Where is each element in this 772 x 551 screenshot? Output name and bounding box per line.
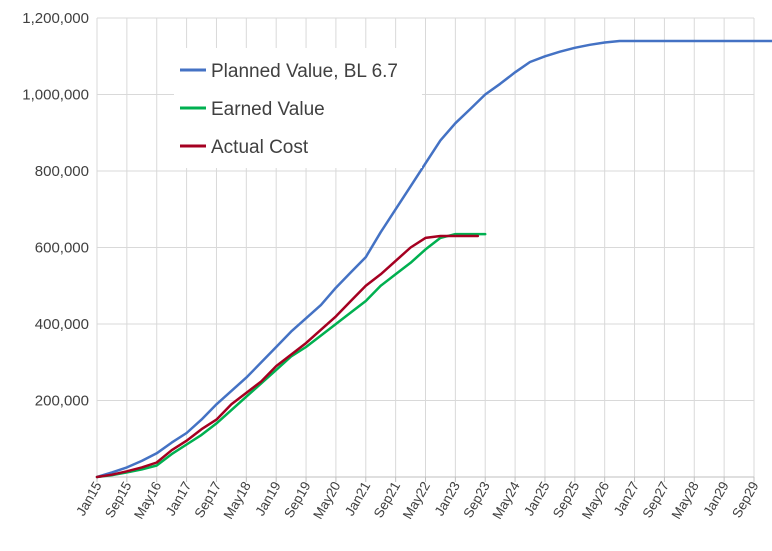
y-tick-label: 1,200,000 bbox=[22, 10, 89, 27]
y-tick-label: 800,000 bbox=[35, 163, 89, 180]
gridlines bbox=[96, 17, 755, 477]
y-tick-labels: 200,000 400,000 600,000 800,000 1,000,000 1,2… bbox=[22, 10, 89, 410]
legend-label: Actual Cost bbox=[211, 137, 309, 158]
legend-label: Earned Value bbox=[211, 99, 325, 120]
axes bbox=[96, 476, 755, 482]
series-lines bbox=[95, 39, 772, 479]
legend-background bbox=[174, 48, 422, 168]
y-tick-label: 200,000 bbox=[35, 393, 89, 410]
series-line-2 bbox=[95, 234, 480, 479]
legend-label: Planned Value, BL 6.7 bbox=[211, 61, 398, 82]
y-tick-label: 1,000,000 bbox=[22, 87, 89, 104]
legend: Planned Value, BL 6.7 Earned Value Actual … bbox=[174, 48, 422, 168]
y-tick-label: 600,000 bbox=[35, 240, 89, 257]
series-line-1 bbox=[95, 232, 487, 479]
series-line-0 bbox=[95, 39, 772, 479]
y-tick-label: 400,000 bbox=[35, 316, 89, 333]
